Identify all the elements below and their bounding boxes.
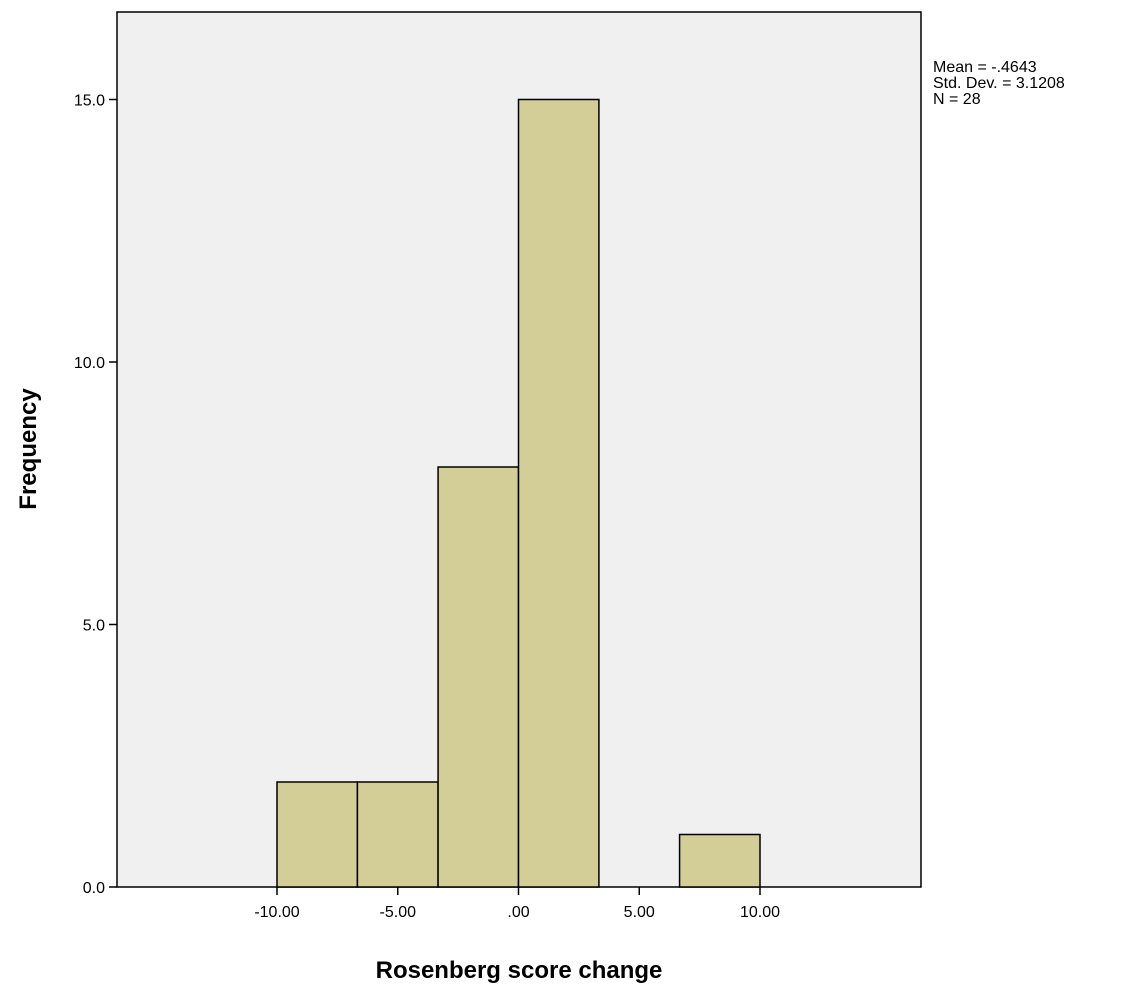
histogram-bar [276, 781, 359, 888]
x-tick-label: 10.00 [740, 904, 780, 921]
stats-n: N = 28 [933, 91, 981, 108]
stats-mean: Mean = -.4643 [933, 59, 1037, 76]
y-axis: 0.0 5.0 10.0 15.0 [74, 93, 117, 897]
histogram-bar [437, 466, 520, 888]
histogram-bar [356, 781, 439, 888]
x-tick-label: .00 [507, 904, 529, 921]
stats-annotation: Mean = -.4643 Std. Dev. = 3.1208 N = 28 [933, 59, 1065, 108]
y-tick-label: 15.0 [74, 93, 105, 110]
x-tick-label: 5.00 [624, 904, 655, 921]
y-axis-title: Frequency [15, 388, 42, 510]
histogram-bar [678, 833, 761, 888]
x-tick-label: -5.00 [380, 904, 417, 921]
histogram-bar [517, 98, 600, 888]
y-tick-label: 0.0 [83, 880, 105, 897]
x-tick-label: -10.00 [254, 904, 299, 921]
bars-group [276, 98, 761, 888]
x-axis-title: Rosenberg score change [376, 957, 663, 984]
y-tick-label: 10.0 [74, 355, 105, 372]
stats-std-dev: Std. Dev. = 3.1208 [933, 75, 1065, 92]
x-axis: -10.00 -5.00 .00 5.00 10.00 [254, 887, 780, 921]
y-tick-label: 5.0 [83, 618, 105, 635]
